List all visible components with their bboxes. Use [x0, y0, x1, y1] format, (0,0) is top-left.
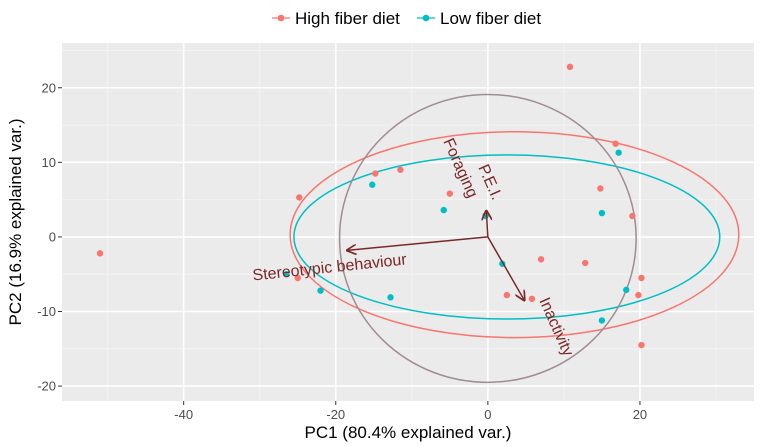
point-low-fiber-diet: [598, 317, 606, 324]
x-tick-label: -20: [326, 407, 345, 422]
point-low-fiber-diet: [387, 294, 394, 301]
point-high-fiber-diet: [629, 212, 636, 220]
point-high-fiber-diet: [528, 295, 536, 303]
loading-arrow-inactivity: [487, 236, 525, 300]
point-low-fiber-diet: [440, 206, 447, 214]
y-tick-label: 0: [49, 229, 56, 244]
plot-panel: [62, 43, 754, 401]
point-high-fiber-diet: [537, 256, 545, 263]
group-ellipses: [289, 93, 740, 384]
point-low-fiber-diet: [623, 286, 630, 294]
legend: High fiber diet Low fiber diet: [272, 9, 541, 28]
point-high-fiber-diet: [566, 63, 574, 71]
legend-key-low-fiber-dot: [422, 14, 430, 22]
major-gridlines: [62, 43, 754, 401]
point-high-fiber-diet: [597, 185, 604, 192]
point-low-fiber-diet: [615, 149, 622, 156]
data-points: [96, 63, 645, 349]
point-high-fiber-diet: [635, 291, 642, 299]
point-high-fiber-diet: [294, 274, 301, 282]
y-tick-label: -10: [37, 304, 56, 319]
loading-arrow-stereotypic-behaviour: [347, 236, 488, 250]
y-tick-label: -20: [37, 379, 56, 394]
point-high-fiber-diet: [296, 194, 303, 201]
y-tick-label: 10: [42, 155, 56, 170]
point-high-fiber-diet: [372, 170, 379, 177]
point-high-fiber-diet: [397, 166, 404, 173]
point-low-fiber-diet: [317, 287, 324, 294]
point-high-fiber-diet: [581, 259, 589, 267]
legend-label-high-fiber: High fiber diet: [295, 9, 400, 28]
y-axis-label: PC2 (16.9% explained var.): [6, 119, 25, 326]
x-tick-label: -40: [174, 407, 193, 422]
point-low-fiber-diet: [598, 209, 606, 217]
loading-arrow-p-e-i: [486, 211, 488, 237]
point-low-fiber-diet: [369, 181, 376, 188]
point-low-fiber-diet: [283, 271, 290, 278]
legend-key-high-fiber-dot: [277, 14, 285, 22]
point-high-fiber-diet: [446, 190, 454, 197]
ellipse-correlation-circle: [338, 93, 637, 384]
point-high-fiber-diet: [503, 291, 511, 299]
point-high-fiber-diet: [638, 274, 645, 282]
point-high-fiber-diet: [638, 341, 645, 349]
ellipse-low-fiber-diet: [293, 154, 721, 320]
y-tick-label: 20: [42, 80, 56, 95]
point-high-fiber-diet: [96, 250, 104, 257]
ellipse-high-fiber-diet: [289, 131, 740, 339]
x-axis-label: PC1 (80.4% explained var.): [305, 423, 512, 442]
legend-label-low-fiber: Low fiber diet: [440, 9, 541, 28]
loading-arrows: [347, 211, 524, 301]
point-high-fiber-diet: [612, 140, 619, 147]
x-tick-label: 20: [633, 407, 647, 422]
y-axis-ticks: -20 -10 0 10 20: [37, 80, 62, 394]
x-tick-label: 0: [484, 407, 491, 422]
x-axis-ticks: -40 -20 0 20: [174, 401, 647, 422]
point-low-fiber-diet: [482, 212, 489, 220]
